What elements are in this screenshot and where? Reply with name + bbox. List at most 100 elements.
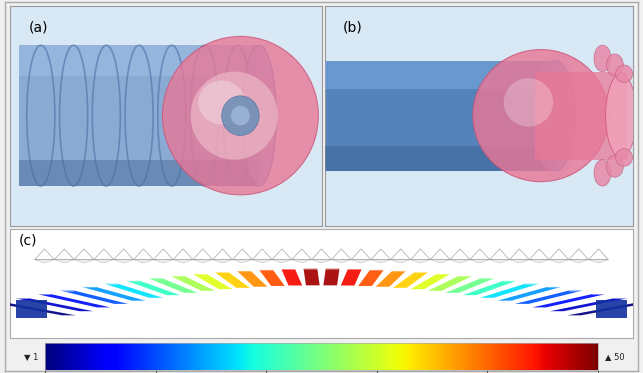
Polygon shape xyxy=(547,287,561,288)
Ellipse shape xyxy=(594,160,611,186)
Polygon shape xyxy=(529,260,549,263)
Ellipse shape xyxy=(473,50,609,182)
Polygon shape xyxy=(636,303,643,304)
Polygon shape xyxy=(19,45,259,76)
Polygon shape xyxy=(498,287,561,301)
Ellipse shape xyxy=(190,72,278,160)
Ellipse shape xyxy=(198,81,245,125)
Polygon shape xyxy=(303,269,320,285)
Polygon shape xyxy=(38,294,51,295)
Polygon shape xyxy=(215,272,250,288)
Polygon shape xyxy=(15,298,93,311)
Polygon shape xyxy=(82,287,145,301)
Polygon shape xyxy=(592,294,605,295)
Polygon shape xyxy=(596,300,627,318)
Polygon shape xyxy=(237,271,251,272)
Polygon shape xyxy=(410,260,430,263)
Ellipse shape xyxy=(615,65,633,83)
Polygon shape xyxy=(193,260,213,263)
Polygon shape xyxy=(282,269,295,270)
Polygon shape xyxy=(463,281,517,295)
Polygon shape xyxy=(272,260,292,263)
Polygon shape xyxy=(393,272,428,288)
Text: (b): (b) xyxy=(343,21,363,35)
Polygon shape xyxy=(570,291,583,292)
Polygon shape xyxy=(376,271,406,287)
Polygon shape xyxy=(613,298,628,300)
Polygon shape xyxy=(428,276,473,291)
Polygon shape xyxy=(437,274,450,275)
Text: (c): (c) xyxy=(19,234,37,248)
Polygon shape xyxy=(450,260,470,263)
Polygon shape xyxy=(348,269,361,270)
Text: ▲ 50: ▲ 50 xyxy=(604,352,624,361)
Polygon shape xyxy=(550,298,628,311)
Text: ▼ 1: ▼ 1 xyxy=(24,352,39,361)
Polygon shape xyxy=(173,260,193,263)
Polygon shape xyxy=(458,276,473,277)
Polygon shape xyxy=(534,72,627,160)
Ellipse shape xyxy=(606,155,623,177)
Polygon shape xyxy=(351,260,371,263)
Polygon shape xyxy=(480,284,539,298)
Text: (a): (a) xyxy=(28,21,48,35)
Polygon shape xyxy=(325,147,556,171)
Polygon shape xyxy=(259,270,273,271)
Polygon shape xyxy=(325,60,556,171)
Polygon shape xyxy=(588,260,608,263)
Polygon shape xyxy=(410,274,450,289)
Ellipse shape xyxy=(606,74,637,157)
Polygon shape xyxy=(481,278,494,279)
Polygon shape xyxy=(74,260,94,263)
Polygon shape xyxy=(134,260,153,263)
Ellipse shape xyxy=(606,54,623,76)
Polygon shape xyxy=(35,260,55,263)
Polygon shape xyxy=(153,260,173,263)
Polygon shape xyxy=(19,160,259,186)
Polygon shape xyxy=(213,260,233,263)
Polygon shape xyxy=(430,260,450,263)
Polygon shape xyxy=(193,274,206,275)
Polygon shape xyxy=(549,260,569,263)
Polygon shape xyxy=(391,260,410,263)
Polygon shape xyxy=(470,260,490,263)
Polygon shape xyxy=(414,272,428,273)
Polygon shape xyxy=(149,278,162,279)
Polygon shape xyxy=(515,291,583,304)
Polygon shape xyxy=(282,269,302,285)
Polygon shape xyxy=(60,291,73,292)
Polygon shape xyxy=(392,271,406,272)
Polygon shape xyxy=(215,272,229,273)
Polygon shape xyxy=(16,300,47,318)
Ellipse shape xyxy=(163,37,318,195)
Polygon shape xyxy=(252,260,272,263)
Polygon shape xyxy=(38,294,111,307)
Polygon shape xyxy=(331,260,351,263)
Ellipse shape xyxy=(242,45,276,186)
Polygon shape xyxy=(126,281,140,282)
Polygon shape xyxy=(104,284,118,285)
Polygon shape xyxy=(259,270,285,286)
Polygon shape xyxy=(569,260,588,263)
Polygon shape xyxy=(371,260,391,263)
Polygon shape xyxy=(193,274,233,289)
Polygon shape xyxy=(532,294,605,307)
Polygon shape xyxy=(446,278,494,293)
Polygon shape xyxy=(490,260,509,263)
Ellipse shape xyxy=(594,45,611,72)
Polygon shape xyxy=(0,303,76,315)
Polygon shape xyxy=(60,291,128,304)
Ellipse shape xyxy=(503,78,553,126)
Polygon shape xyxy=(312,260,331,263)
Polygon shape xyxy=(370,270,384,271)
Polygon shape xyxy=(323,269,340,285)
Polygon shape xyxy=(503,281,517,282)
Polygon shape xyxy=(55,260,74,263)
Polygon shape xyxy=(525,284,539,285)
Polygon shape xyxy=(15,298,30,300)
Polygon shape xyxy=(303,269,317,270)
Polygon shape xyxy=(292,260,312,263)
Polygon shape xyxy=(82,287,96,288)
Polygon shape xyxy=(358,270,384,286)
Polygon shape xyxy=(114,260,134,263)
